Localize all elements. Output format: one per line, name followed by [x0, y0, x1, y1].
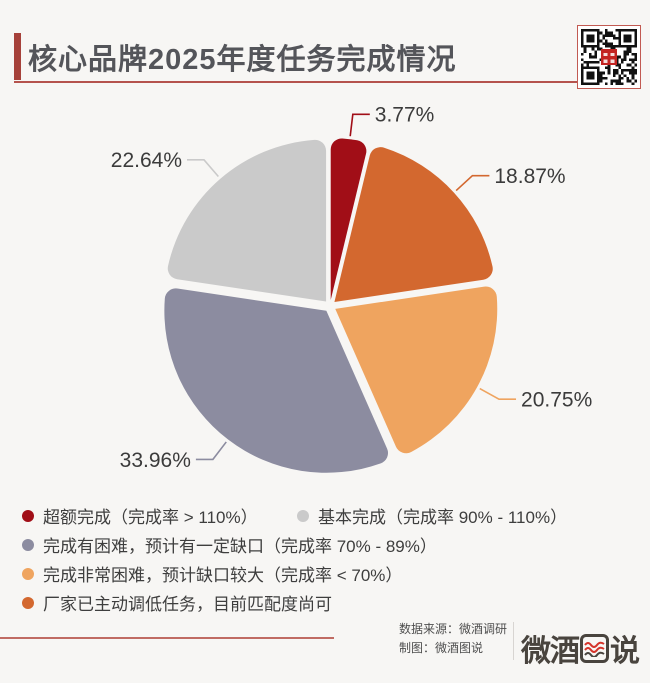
footer-divider — [513, 622, 514, 660]
chart-maker: 制图：微酒图说 — [399, 641, 484, 655]
logo-text-left: 微酒 — [521, 635, 580, 668]
legend-label: 超额完成（完成率 > 110%） — [43, 508, 258, 527]
legend-row: 厂家已主动调低任务，目前匹配度尚可 — [22, 588, 637, 617]
pie-slice — [334, 147, 493, 302]
brand-logo: 微酒 说 — [521, 626, 640, 670]
legend-row: 完成有困难，预计有一定缺口（完成率 70% - 89%） — [22, 530, 637, 559]
slice-value-label: 3.77% — [375, 104, 435, 127]
pie-chart: 3.77% 18.87% 20.75% 33.96% 22.64% — [0, 88, 650, 520]
legend-label: 基本完成（完成率 90% - 110%） — [318, 508, 568, 527]
legend-label: 厂家已主动调低任务，目前匹配度尚可 — [43, 595, 332, 614]
footer-credits: 数据来源：微酒调研 制图：微酒图说 — [399, 620, 507, 658]
legend-dot-basic — [297, 509, 309, 522]
legend-dot-difficult — [22, 538, 34, 551]
footer-accent-line — [0, 637, 334, 639]
slice-value-label: 33.96% — [120, 449, 191, 472]
page-title: 核心品牌2025年度任务完成情况 — [28, 44, 457, 76]
legend-dot-lowered — [22, 596, 34, 609]
pie-slice — [167, 139, 327, 302]
legend-label: 完成有困难，预计有一定缺口（完成率 70% - 89%） — [43, 537, 437, 556]
qr-code — [577, 25, 641, 89]
pie-slice — [335, 286, 498, 454]
qr-code-pattern — [581, 29, 637, 85]
slice-value-label: 18.87% — [494, 165, 565, 188]
chart-legend: 超额完成（完成率 > 110%） 基本完成（完成率 90% - 110%） 完成… — [22, 501, 637, 617]
title-accent-bar — [14, 33, 21, 80]
legend-row: 完成非常困难，预计缺口较大（完成率 < 70%） — [22, 559, 637, 588]
data-source: 数据来源：微酒调研 — [399, 622, 508, 636]
wave-chart-icon — [580, 633, 609, 663]
legend-item-very-difficult: 完成非常困难，预计缺口较大（完成率 < 70%） — [22, 561, 402, 586]
label-leader-line — [195, 441, 227, 461]
legend-item-lowered: 厂家已主动调低任务，目前匹配度尚可 — [22, 590, 332, 615]
legend-row: 超额完成（完成率 > 110%） 基本完成（完成率 90% - 110%） — [22, 501, 637, 530]
legend-label: 完成非常困难，预计缺口较大（完成率 < 70%） — [43, 566, 403, 585]
label-leader-line — [479, 387, 517, 400]
legend-item-difficult: 完成有困难，预计有一定缺口（完成率 70% - 89%） — [22, 532, 437, 557]
legend-item-exceeded: 超额完成（完成率 > 110%） — [22, 503, 297, 528]
label-leader-line — [187, 159, 219, 177]
label-leader-line — [455, 174, 490, 192]
legend-dot-very-difficult — [22, 567, 34, 580]
pie-slice — [330, 138, 367, 301]
slice-value-label: 22.64% — [111, 149, 182, 172]
label-leader-line — [349, 113, 370, 137]
title-underline — [14, 81, 577, 83]
pie-slice — [164, 288, 389, 473]
slice-value-label: 20.75% — [521, 389, 592, 412]
legend-dot-exceeded — [22, 509, 34, 522]
legend-item-basic: 基本完成（完成率 90% - 110%） — [297, 503, 567, 528]
logo-text-right: 说 — [610, 635, 640, 668]
